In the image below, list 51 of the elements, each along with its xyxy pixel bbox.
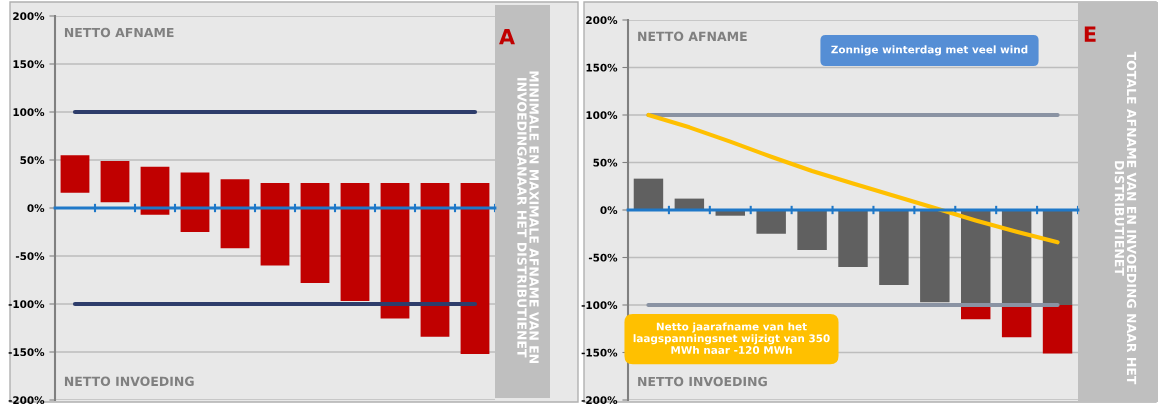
annotation: NETTO INVOEDING bbox=[64, 376, 194, 387]
annotation: NETTO INVOEDING bbox=[638, 376, 767, 387]
bar bbox=[838, 210, 868, 267]
bar bbox=[1042, 210, 1073, 305]
chart-title: E bbox=[1084, 26, 1096, 42]
y-tick-label: -50% bbox=[15, 252, 45, 261]
y-tick-label: -150% bbox=[581, 348, 618, 357]
y-tick-label: -150% bbox=[8, 348, 45, 357]
y-tick-label: 200% bbox=[13, 12, 45, 21]
bar bbox=[260, 183, 290, 266]
y-tick-label: 100% bbox=[13, 108, 45, 117]
y-tick-label: 150% bbox=[13, 60, 45, 69]
bar bbox=[380, 183, 410, 319]
y-tick-label: -100% bbox=[581, 301, 618, 310]
bar bbox=[756, 210, 786, 234]
bar bbox=[300, 183, 330, 283]
bar bbox=[60, 155, 90, 193]
bar bbox=[961, 210, 991, 305]
bar bbox=[1042, 305, 1073, 354]
bar bbox=[140, 166, 170, 215]
y-tick-label: -50% bbox=[588, 253, 618, 262]
y2-axis-title: TOTALE AFNAME VAN EN INVOEDING NAAR HET DISTRIBUTIENET bbox=[1114, 51, 1137, 385]
bar bbox=[460, 183, 490, 354]
bar bbox=[1001, 210, 1032, 305]
bar bbox=[1001, 305, 1032, 338]
y-tick-label: -200% bbox=[581, 396, 618, 405]
y-tick-label: 50% bbox=[593, 158, 618, 167]
y-tick-label: -100% bbox=[8, 300, 45, 309]
annotation: NETTO AFNAME bbox=[638, 31, 747, 42]
y-tick-label: -200% bbox=[8, 396, 45, 405]
y-tick-label: 0% bbox=[27, 204, 45, 213]
y-tick-label: 150% bbox=[586, 63, 618, 72]
line-series bbox=[646, 112, 1060, 245]
annotation: Zonnige winterdag met veel wind bbox=[831, 45, 1028, 56]
bar bbox=[879, 210, 909, 286]
bar bbox=[920, 210, 950, 303]
y-tick-label: 100% bbox=[586, 111, 618, 120]
y-tick-label: 0% bbox=[600, 206, 618, 215]
y-tick-label: 50% bbox=[20, 156, 45, 165]
bar bbox=[797, 210, 827, 250]
bar bbox=[340, 183, 370, 302]
annotation: NETTO AFNAME bbox=[64, 27, 174, 38]
y-tick-label: 200% bbox=[586, 16, 618, 25]
bar bbox=[180, 172, 210, 232]
chart-title: A bbox=[499, 28, 515, 45]
annotation: Netto jaarafname van het laagspanningsnet wijzigt van 350 MWh naar -120 MWh bbox=[633, 322, 830, 354]
bar bbox=[100, 160, 130, 203]
bar bbox=[633, 178, 664, 210]
bar bbox=[420, 183, 450, 337]
y2-axis-title: MINIMALE EN MAXIMALE AFNAME VAN EN INVOEDINGANAAR HET DISTRIBUTIENET bbox=[517, 71, 539, 364]
bar bbox=[220, 179, 250, 249]
